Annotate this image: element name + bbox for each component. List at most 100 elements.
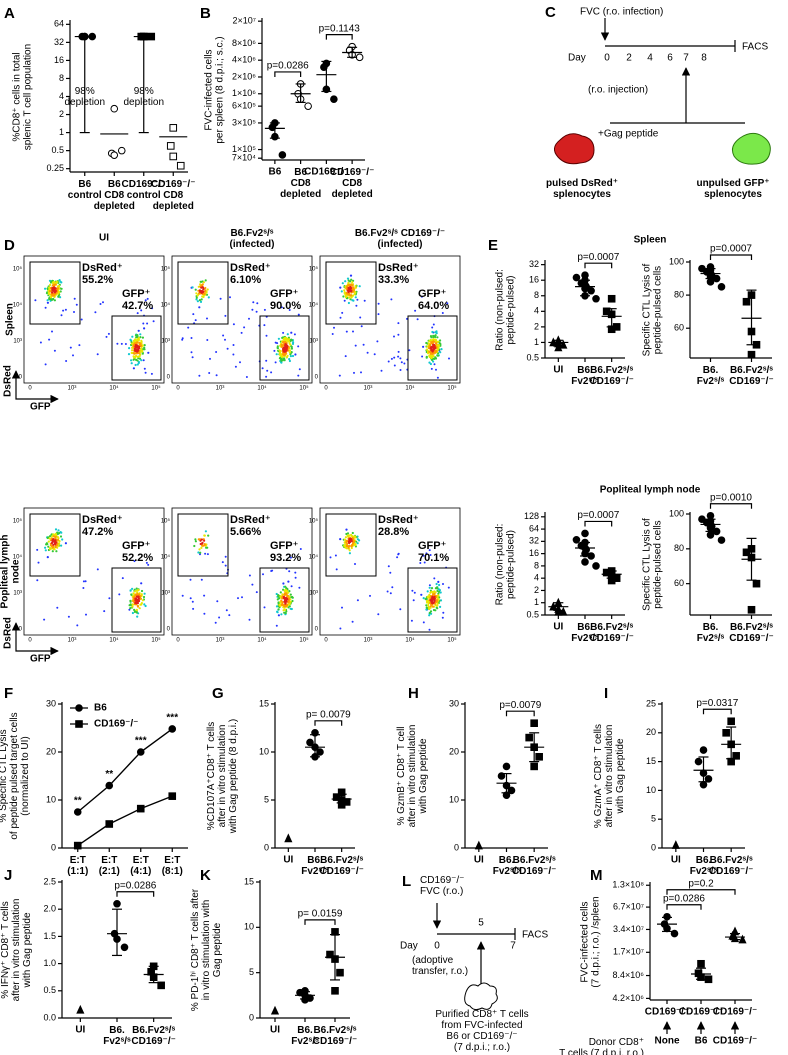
flow-event [134, 363, 137, 367]
flow-event [204, 279, 207, 282]
flow-event [290, 347, 293, 350]
flow-event [440, 348, 443, 351]
flow-event [124, 343, 127, 345]
plot-frame [23, 507, 165, 636]
gate [29, 513, 81, 577]
flow-event [239, 361, 241, 364]
flow-event [350, 278, 353, 281]
x-tick-label: UI [553, 365, 563, 376]
data-point [136, 748, 145, 756]
flow-event [129, 600, 132, 603]
flow-event [50, 298, 53, 301]
flow-event [251, 583, 254, 586]
flow-plot [171, 255, 313, 384]
gate [177, 261, 229, 325]
flow-event [403, 362, 406, 365]
x-axis-label: GFP [30, 654, 51, 665]
flow-event [334, 554, 337, 557]
significance-bracket [584, 520, 613, 527]
y-tick-label: 0 [167, 627, 171, 633]
flow-event [289, 607, 292, 610]
data-point [572, 273, 581, 282]
data-point [355, 53, 364, 62]
data-point [105, 781, 114, 790]
y-tick-label: 0.5 [51, 145, 64, 155]
flow-event [194, 288, 197, 291]
flow-event [397, 333, 400, 336]
series-line [77, 795, 173, 847]
gate-label: GFP⁺ 64.0% [418, 288, 449, 312]
y-tick-label: 15 [244, 876, 254, 886]
y-tick-label: 0 [315, 375, 319, 381]
y-tick-label: 1 [534, 597, 539, 607]
row-label: Popliteal lymphnode [0, 535, 21, 609]
flow-event [80, 318, 83, 321]
flow-event [343, 299, 346, 302]
x-tick-label: B6. Fv2ˢ/ˢ [697, 365, 725, 387]
flow-event [225, 609, 228, 612]
y-tick-label: 1 [534, 337, 539, 347]
flow-event [53, 349, 56, 352]
y-axis-label: FVC-infected cellsper spleen (8 d.p.i.; … [203, 36, 225, 143]
flow-event [362, 343, 365, 346]
flow-event [52, 535, 56, 538]
y-tick-label: 0 [264, 842, 269, 852]
y-tick-label: 10 [259, 746, 269, 756]
flow-event [108, 597, 111, 600]
flow-event [281, 602, 284, 605]
flow-event [232, 323, 235, 326]
flow-event [275, 353, 278, 356]
flow-event [107, 332, 110, 335]
y-tick-label: 10⁵ [309, 518, 319, 525]
flow-event [49, 283, 52, 286]
flow-event [140, 309, 143, 312]
flow-event [241, 596, 243, 599]
flow-event [276, 611, 279, 614]
flow-event [421, 355, 424, 358]
annotation: *** [166, 713, 178, 724]
flow-event [428, 586, 431, 589]
gate-label: DsRed⁺ 28.8% [378, 514, 419, 538]
flow-event [436, 336, 439, 339]
y-tick-label: 5 [651, 814, 656, 824]
flow-event [426, 590, 429, 593]
y-tick-label: 1.0 [43, 958, 56, 968]
flow-event [355, 304, 358, 307]
y-tick-label: 0 [19, 375, 23, 381]
gate [325, 513, 377, 577]
flow-event [408, 349, 411, 352]
x-tick-label: CD169⁻/⁻ CD8 depleted [330, 167, 374, 200]
data-point [113, 899, 121, 908]
flow-event [228, 614, 231, 617]
flow-event [39, 341, 42, 344]
p-value: p=0.0007 [577, 252, 619, 263]
flow-event [389, 571, 392, 574]
panel-title: Spleen [634, 235, 667, 246]
flow-event [366, 351, 369, 354]
flow-event [44, 546, 47, 549]
y-tick-label: 10 [244, 922, 254, 932]
flow-event [283, 611, 286, 614]
flow-event [53, 299, 57, 302]
x-tick-label: 10³ [364, 638, 373, 644]
y-tick-label: 60 [674, 578, 684, 588]
flow-event [282, 588, 285, 591]
flow-event [393, 364, 396, 367]
flow-event [53, 542, 57, 545]
flow-event [288, 351, 291, 354]
panel-label: A [4, 5, 15, 22]
flow-event [283, 347, 287, 350]
flow-event [422, 554, 425, 557]
day: 7 [510, 941, 516, 952]
flow-event [261, 367, 264, 370]
flow-event [414, 309, 417, 312]
flow-event [428, 628, 431, 631]
flow-event [348, 288, 351, 291]
flow-event [135, 336, 138, 339]
plot-frame [319, 507, 461, 636]
data-point [554, 606, 563, 616]
flow-event [202, 281, 205, 284]
flow-event [290, 585, 293, 588]
panel-label: J [4, 867, 12, 884]
flow-event [133, 560, 136, 563]
